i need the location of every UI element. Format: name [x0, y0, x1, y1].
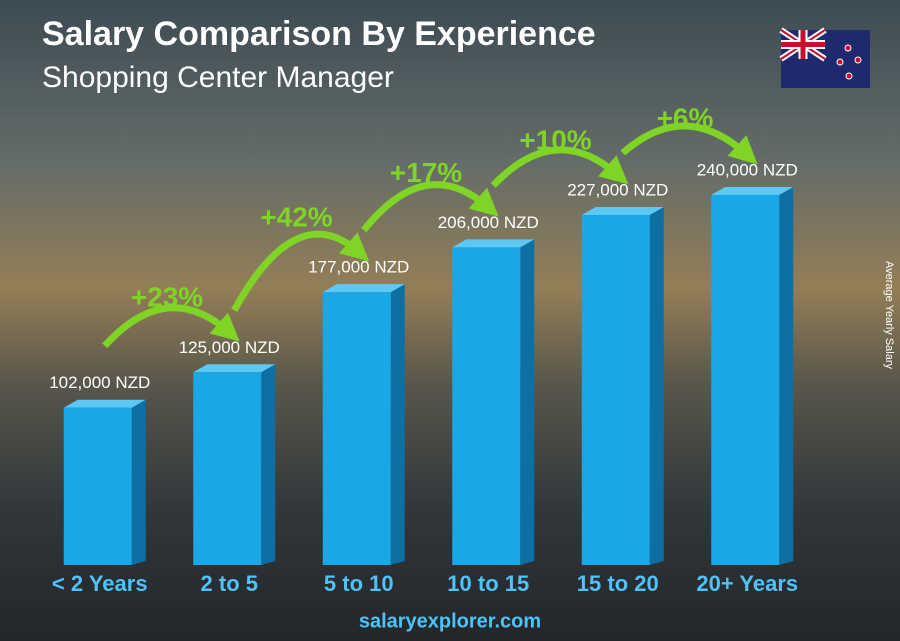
- bar-side: [520, 239, 535, 565]
- growth-label: +17%: [390, 157, 462, 188]
- growth-arrow: [231, 230, 370, 312]
- bar: [581, 215, 650, 565]
- value-label: 240,000 NZD: [697, 160, 798, 179]
- growth-label: +6%: [657, 102, 714, 133]
- bar-top: [452, 239, 535, 248]
- growth-arrow: [620, 122, 758, 165]
- value-label: 206,000 NZD: [438, 213, 539, 232]
- bar-side: [390, 284, 405, 565]
- bar: [193, 372, 262, 565]
- flag: [779, 27, 870, 88]
- y-axis-label: Average Yearly Salary: [883, 261, 895, 370]
- x-tick-label: < 2 Years: [52, 571, 148, 596]
- growth-arrow: [102, 304, 240, 349]
- bar: [63, 407, 132, 565]
- x-tick-label: 2 to 5: [201, 571, 258, 596]
- bar-top: [193, 364, 276, 373]
- growth-arrow: [361, 181, 499, 233]
- value-label: 125,000 NZD: [179, 338, 280, 357]
- bar-top: [63, 399, 146, 408]
- growth-arrow: [490, 146, 629, 188]
- chart-title: Salary Comparison By Experience: [42, 15, 596, 53]
- bar-side: [779, 187, 794, 565]
- x-tick-label: 10 to 15: [447, 571, 529, 596]
- bar: [322, 292, 391, 565]
- bar-side: [649, 207, 664, 565]
- bar: [711, 195, 780, 565]
- bar-top: [322, 284, 405, 293]
- footer: salaryexplorer.com: [359, 610, 541, 632]
- bar: [452, 247, 521, 565]
- value-label: 227,000 NZD: [567, 181, 668, 200]
- growth-label: +42%: [260, 202, 332, 233]
- growth-label: +10%: [519, 124, 591, 155]
- bar-side: [261, 364, 276, 565]
- x-tick-label: 20+ Years: [696, 571, 798, 596]
- x-tick-label: 15 to 20: [577, 571, 659, 596]
- bar-side: [131, 399, 146, 565]
- growth-label: +23%: [131, 282, 203, 313]
- value-label: 177,000 NZD: [308, 258, 409, 277]
- value-label: 102,000 NZD: [49, 373, 150, 392]
- bar-top: [581, 207, 664, 216]
- chart-subtitle: Shopping Center Manager: [42, 61, 394, 94]
- x-tick-label: 5 to 10: [324, 571, 394, 596]
- bar-top: [711, 187, 794, 195]
